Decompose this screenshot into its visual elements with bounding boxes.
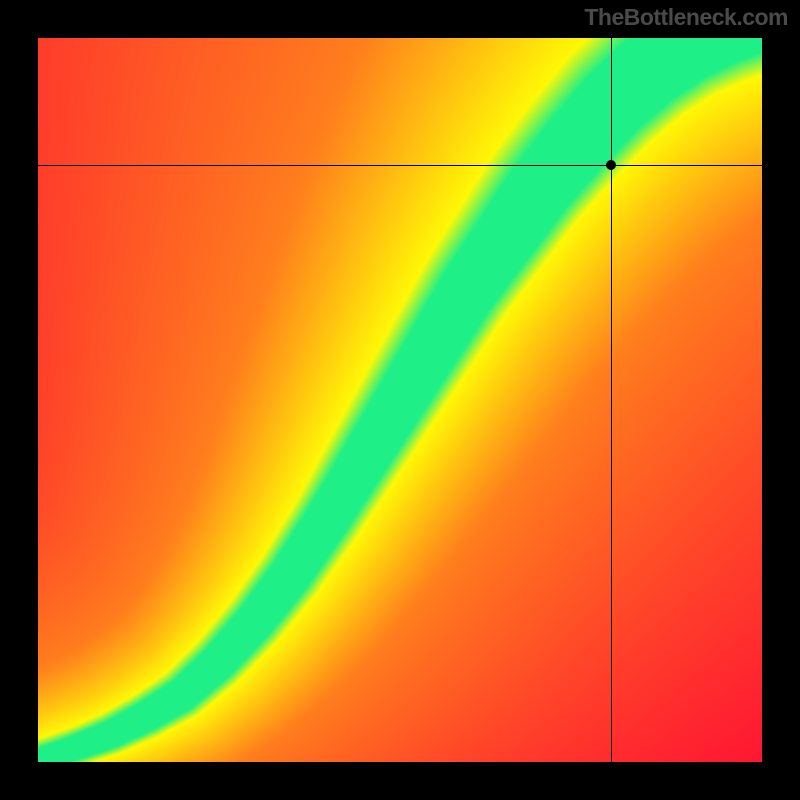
crosshair-vertical [611,38,612,762]
crosshair-horizontal [38,165,762,166]
heatmap-canvas [38,38,762,762]
marker-dot [606,160,616,170]
attribution-text: TheBottleneck.com [584,4,788,31]
heatmap-plot [38,38,762,762]
